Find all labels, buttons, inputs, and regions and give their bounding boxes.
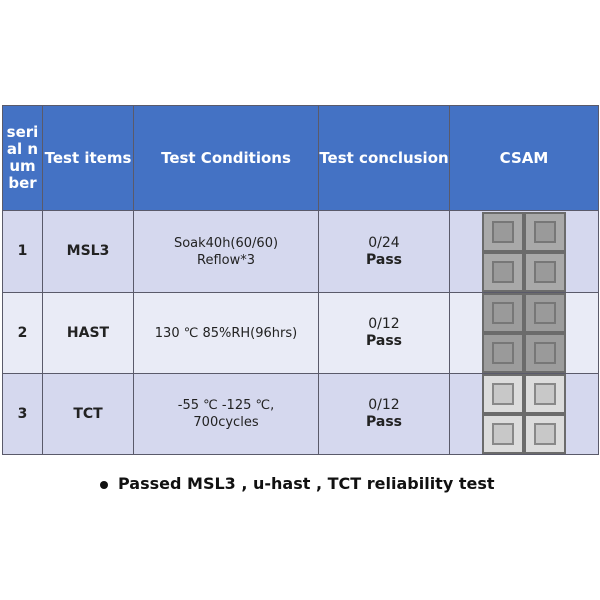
header-cell: Test conclusion	[318, 105, 450, 211]
result: Pass	[366, 251, 402, 268]
condition-line: -55 ℃ -125 ℃,	[177, 398, 275, 413]
csam-image	[482, 374, 566, 454]
condition-line: Reflow*3	[197, 252, 255, 268]
header-cell: Test items	[42, 105, 134, 211]
die	[534, 220, 556, 243]
fail-count: 0/12	[368, 397, 400, 413]
conclusion-cell: 0/12 Pass	[318, 373, 450, 455]
table-row: 3 TCT -55 ℃ -125 ℃, 700cycles 0/12 Pass	[2, 373, 599, 455]
die	[534, 342, 556, 364]
die	[534, 260, 556, 283]
result: Pass	[366, 333, 402, 349]
conclusion-cell: 0/12 Pass	[318, 292, 450, 374]
header-cell: Test Conditions	[133, 105, 319, 211]
fail-count: 0/24	[368, 234, 400, 251]
conditions-cell: 130 ℃ 85%RH(96hrs)	[133, 292, 319, 374]
conclusion-cell: 0/24 Pass	[318, 210, 450, 293]
die	[492, 260, 514, 283]
header-cell: serial number	[2, 105, 43, 211]
condition-line: Soak40h(60/60)	[173, 235, 279, 251]
die	[492, 342, 514, 364]
fail-count: 0/12	[368, 316, 400, 332]
chip	[484, 335, 522, 371]
reliability-table: serial number Test items Test Conditions Te…	[2, 105, 599, 455]
chip	[526, 213, 564, 250]
serial-cell: 1	[2, 210, 43, 293]
item-cell: MSL3	[42, 210, 134, 293]
csam-cell	[449, 373, 599, 455]
result: Pass	[366, 414, 402, 430]
chip	[484, 253, 522, 290]
conditions-cell: -55 ℃ -125 ℃, 700cycles	[133, 373, 319, 455]
csam-cell	[449, 210, 599, 293]
chip	[526, 253, 564, 290]
chip	[484, 416, 522, 452]
serial-cell: 2	[2, 292, 43, 374]
die	[534, 383, 556, 405]
die	[492, 383, 514, 405]
chip	[484, 376, 522, 412]
serial-cell: 3	[2, 373, 43, 455]
chip	[526, 376, 564, 412]
die	[534, 302, 556, 324]
chip	[484, 295, 522, 331]
condition-line: 130 ℃ 85%RH(96hrs)	[154, 325, 298, 341]
csam-image	[482, 293, 566, 373]
chip	[484, 213, 522, 250]
header-cell: CSAM	[449, 105, 599, 211]
chip	[526, 416, 564, 452]
table-row: 1 MSL3 Soak40h(60/60) Reflow*3 0/24 Pass	[2, 210, 599, 293]
csam-image	[482, 211, 566, 292]
csam-cell	[449, 292, 599, 374]
condition-line: 700cycles	[193, 415, 259, 430]
header-row: serial number Test items Test Conditions Te…	[2, 105, 599, 211]
table-row: 2 HAST 130 ℃ 85%RH(96hrs) 0/12 Pass	[2, 292, 599, 374]
footnote: Passed MSL3 , u-hast , TCT reliability t…	[100, 474, 495, 493]
conditions-cell: Soak40h(60/60) Reflow*3	[133, 210, 319, 293]
table-body: 1 MSL3 Soak40h(60/60) Reflow*3 0/24 Pass 2 HAST…	[2, 210, 599, 455]
chip	[526, 335, 564, 371]
die	[492, 220, 514, 243]
chip	[526, 295, 564, 331]
item-cell: HAST	[42, 292, 134, 374]
die	[534, 423, 556, 445]
item-cell: TCT	[42, 373, 134, 455]
die	[492, 423, 514, 445]
die	[492, 302, 514, 324]
